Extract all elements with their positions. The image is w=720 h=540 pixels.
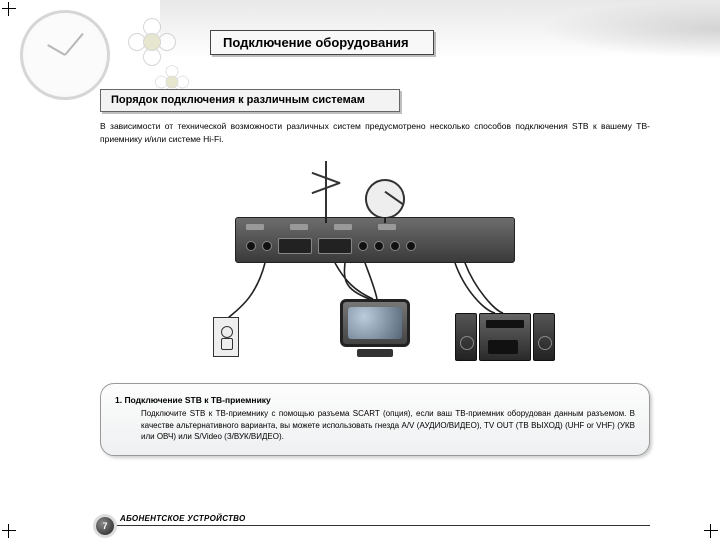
hifi-system-icon bbox=[455, 313, 555, 361]
intro-text: В зависимости от технической возможности… bbox=[100, 120, 650, 145]
page-number-badge: 7 bbox=[96, 517, 114, 535]
footer-label: АБОНЕНТСКОЕ УСТРОЙСТВО bbox=[120, 514, 246, 523]
section-subtitle: Порядок подключения к различным системам bbox=[100, 89, 400, 112]
wall-outlet-icon bbox=[213, 317, 239, 357]
page-title: Подключение оборудования bbox=[210, 30, 434, 55]
tv-icon bbox=[335, 299, 415, 361]
page-content: Подключение оборудования Порядок подключ… bbox=[0, 0, 720, 540]
note-body: Подключите STB к ТВ-приемнику с помощью … bbox=[115, 408, 635, 443]
instruction-note: 1. Подключение STB к ТВ-приемнику Подклю… bbox=[100, 383, 650, 456]
note-title: 1. Подключение STB к ТВ-приемнику bbox=[115, 394, 635, 406]
connection-diagram bbox=[195, 161, 555, 361]
page-footer: 7 АБОНЕНТСКОЕ УСТРОЙСТВО bbox=[100, 525, 650, 526]
